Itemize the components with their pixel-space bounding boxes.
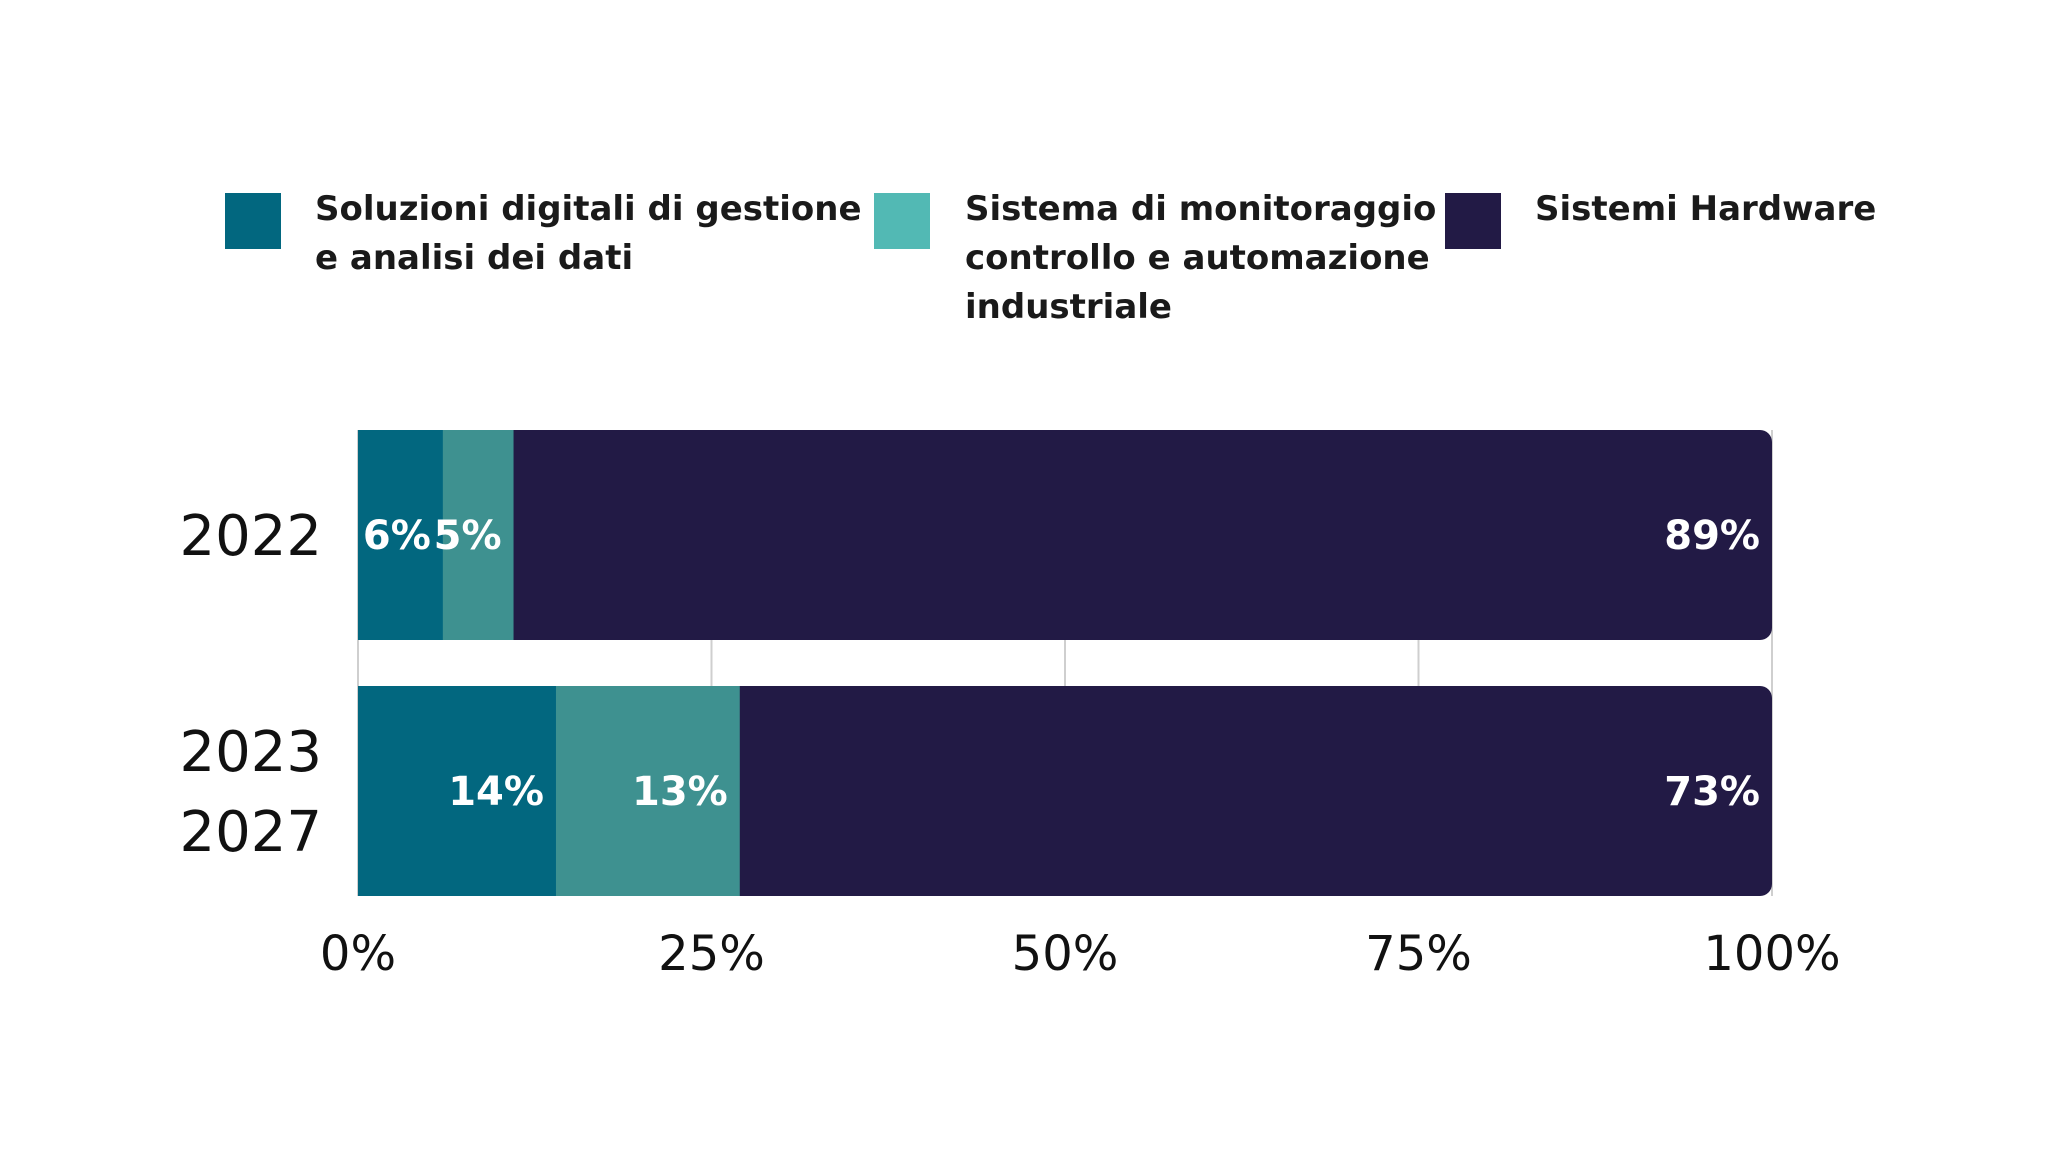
legend-swatch-1 <box>874 193 930 249</box>
bar-segment-1-2 <box>739 686 1772 896</box>
category-label-1-0: 2023 <box>179 720 322 785</box>
legend-label-1-1: controllo e automazione <box>965 238 1430 278</box>
data-label-0-2: 89% <box>1664 513 1760 559</box>
bar-segment-0-2 <box>513 430 1772 640</box>
data-label-1-2: 73% <box>1664 769 1760 815</box>
bars: 6% 5% 89% 14% 13% 73% <box>358 430 1772 896</box>
legend: Soluzioni digitali di gestione e analisi … <box>225 189 1876 327</box>
category-label-0-0: 2022 <box>179 504 322 569</box>
x-axis: 0% 25% 50% 75% 100% <box>320 926 1841 982</box>
bar-segment-1-1 <box>555 686 741 896</box>
bar-group-0 <box>358 430 1772 640</box>
legend-label-2-0: Sistemi Hardware <box>1535 189 1876 229</box>
legend-label-0-1: e analisi dei dati <box>315 238 633 278</box>
x-tick-label-0: 0% <box>320 926 396 982</box>
legend-label-1-2: industriale <box>965 287 1172 327</box>
legend-label-0-0: Soluzioni digitali di gestione <box>315 189 862 229</box>
legend-swatch-0 <box>225 193 281 249</box>
bar-segment-1-0 <box>358 686 557 896</box>
bar-segment-0-1 <box>442 430 515 640</box>
x-tick-label-50: 50% <box>1012 926 1119 982</box>
category-label-1-1: 2027 <box>179 800 322 865</box>
x-tick-label-75: 75% <box>1365 926 1472 982</box>
data-label-0-1: 5% <box>434 513 502 559</box>
bar-group-1 <box>358 686 1772 896</box>
data-label-1-0: 14% <box>448 769 544 815</box>
x-tick-label-25: 25% <box>658 926 765 982</box>
x-tick-label-100: 100% <box>1703 926 1840 982</box>
bar-segment-0-0 <box>358 430 444 640</box>
data-label-1-1: 13% <box>632 769 728 815</box>
data-label-0-0: 6% <box>363 513 431 559</box>
category-labels: 2022 2023 2027 <box>179 504 322 865</box>
legend-swatch-2 <box>1445 193 1501 249</box>
legend-label-1-0: Sistema di monitoraggio <box>965 189 1436 229</box>
